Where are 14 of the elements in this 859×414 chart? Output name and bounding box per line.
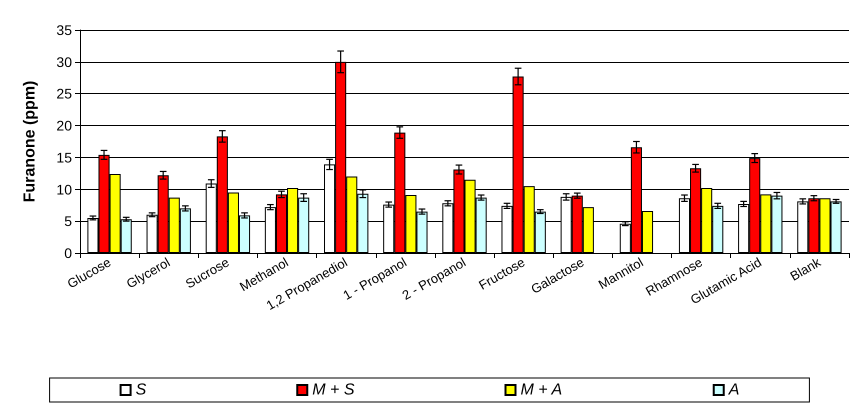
y-tick-label: 30 xyxy=(56,54,72,70)
x-tick-label: Blank xyxy=(788,254,824,284)
y-tick-label: 5 xyxy=(64,213,72,230)
legend-label: M + A xyxy=(520,382,562,398)
y-tick-label: 15 xyxy=(56,149,72,166)
y-tick-label: 25 xyxy=(56,86,72,102)
legend-label: M + S xyxy=(312,382,355,398)
y-tick-label: 20 xyxy=(56,118,72,134)
y-axis-title: Furanone (ppm) xyxy=(22,80,38,202)
legend-label: S xyxy=(136,382,147,398)
legend-label: A xyxy=(728,382,740,398)
y-tick-label: 0 xyxy=(64,245,72,261)
y-tick-label: 10 xyxy=(56,181,72,198)
y-tick-label: 35 xyxy=(56,22,72,38)
